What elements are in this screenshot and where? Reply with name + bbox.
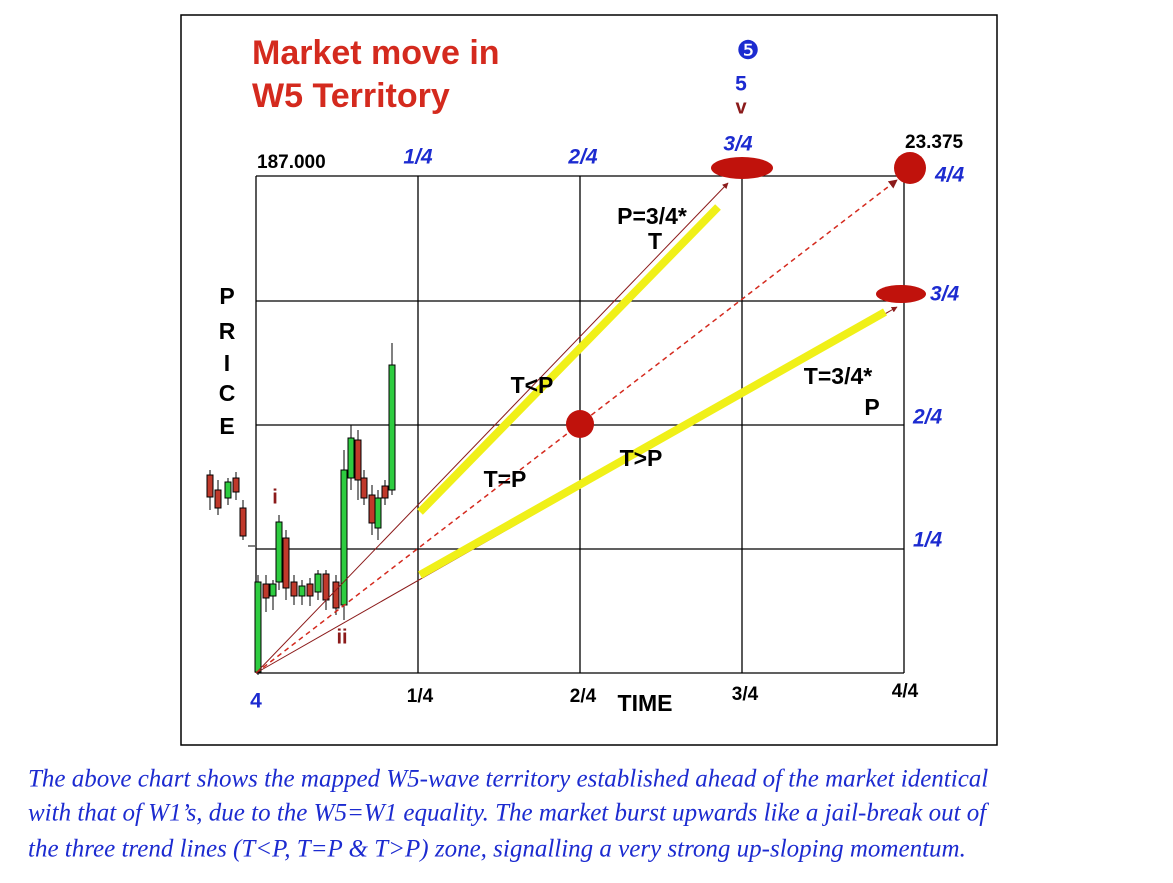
caption: the three trend lines (T<P, T=P & T>P) z… — [28, 836, 966, 863]
line-label: T=3/4* — [804, 363, 872, 389]
title: W5 Territory — [252, 77, 450, 115]
right-label: 1/4 — [913, 529, 943, 552]
top-label: 2/4 — [567, 146, 598, 169]
price-title: C — [219, 380, 236, 406]
bottom-label: 2/4 — [570, 686, 597, 707]
right-label: 4/4 — [934, 164, 965, 187]
line-label: T — [648, 228, 662, 254]
trend-lines — [248, 152, 926, 674]
line-label: P=3/4* — [617, 203, 687, 229]
price-title: I — [224, 350, 230, 376]
wave-label: i — [272, 486, 278, 508]
bottom-label: 4/4 — [892, 681, 919, 702]
candles — [206, 343, 396, 675]
end-price: 23.375 — [905, 132, 964, 153]
line-label: T<P — [511, 372, 554, 398]
line-label: T=P — [484, 466, 527, 492]
wave-marker: ❺ — [736, 35, 759, 65]
wave-label: ii — [336, 626, 347, 648]
frame — [180, 14, 998, 746]
caption: with that of W1’s, due to the W5=W1 equa… — [28, 800, 989, 827]
right-label: 2/4 — [912, 406, 943, 429]
price-title: P — [219, 283, 234, 309]
bottom-label: 3/4 — [732, 684, 759, 705]
title: Market move in — [252, 34, 500, 72]
price-title: E — [219, 413, 234, 439]
start-price: 187.000 — [257, 152, 326, 173]
wave-number: 5 — [735, 73, 747, 96]
bottom-label: 4 — [250, 690, 262, 713]
wave-roman: v — [735, 96, 747, 118]
time-title: TIME — [618, 690, 673, 716]
right-label: 3/4 — [930, 283, 960, 306]
line-label: T>P — [620, 445, 663, 471]
line-label: P — [864, 394, 879, 420]
grid — [255, 175, 905, 674]
caption: The above chart shows the mapped W5-wave… — [28, 766, 988, 793]
top-label: 3/4 — [723, 133, 753, 156]
top-label: 1/4 — [403, 146, 433, 169]
bottom-label: 1/4 — [407, 686, 434, 707]
price-title: R — [219, 318, 236, 344]
